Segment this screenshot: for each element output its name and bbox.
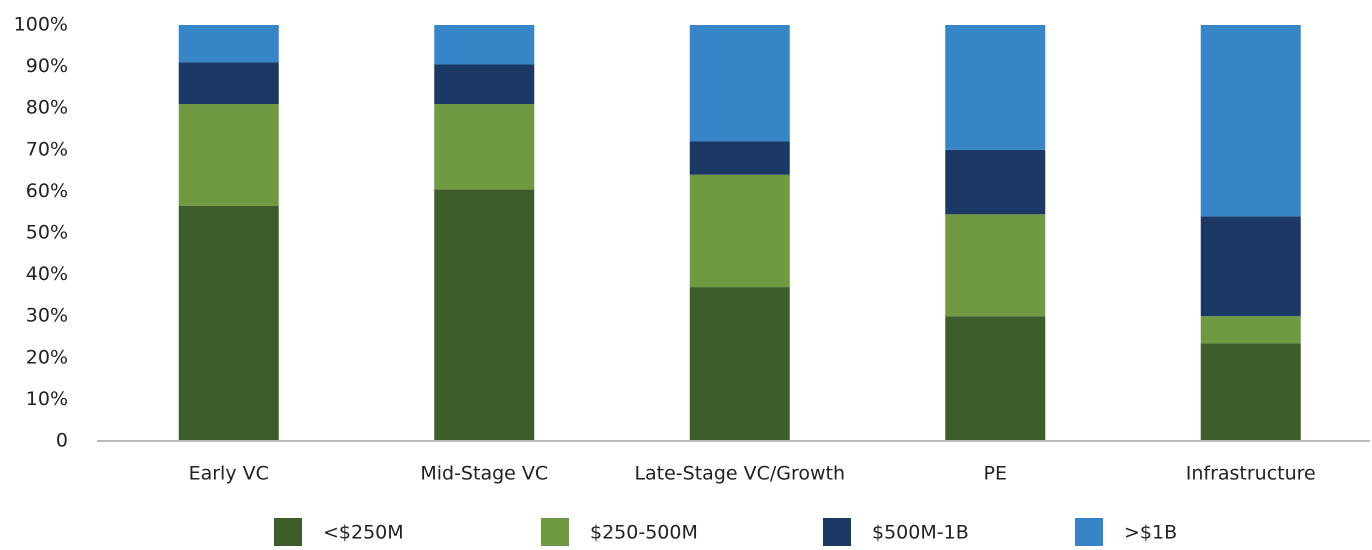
bar-segment	[178, 25, 279, 63]
bar-segment	[434, 189, 535, 441]
y-tick-label: 70%	[26, 138, 68, 160]
bar-segment	[1200, 25, 1301, 217]
x-tick-label: Mid-Stage VC	[420, 463, 548, 485]
bar-segment	[689, 287, 790, 441]
y-tick-label: 90%	[26, 55, 68, 77]
y-tick-label: 80%	[26, 97, 68, 119]
bar-segment	[178, 62, 279, 105]
bar-segment	[945, 149, 1046, 215]
legend-label: >$1B	[1124, 522, 1177, 544]
y-tick-label: 20%	[26, 346, 68, 368]
bar-segment	[434, 25, 535, 65]
x-tick-label: Early VC	[189, 463, 269, 485]
y-tick-label: 100%	[14, 14, 68, 36]
bar-segment	[1200, 216, 1301, 317]
bar-segment	[434, 104, 535, 190]
bar-segment	[1200, 316, 1301, 344]
legend-label: $250-500M	[590, 522, 698, 544]
y-tick-label: 50%	[26, 222, 68, 244]
bar-segment	[434, 64, 535, 105]
bar-segment	[689, 141, 790, 175]
bar-segment	[689, 25, 790, 142]
x-tick-label: Infrastructure	[1186, 463, 1316, 485]
y-tick-label: 10%	[26, 388, 68, 410]
bar-segment	[1200, 343, 1301, 441]
y-tick-label: 30%	[26, 305, 68, 327]
bar-segment	[945, 25, 1046, 150]
y-tick-label: 0	[56, 430, 68, 452]
bar-segment	[689, 174, 790, 288]
bar-segment	[945, 316, 1046, 441]
legend-label: <$250M	[323, 522, 404, 544]
bar-segment	[945, 214, 1046, 317]
x-tick-label: PE	[984, 463, 1007, 485]
bar-segment	[178, 205, 279, 441]
legend-label: $500M-1B	[872, 522, 969, 544]
legend-swatch	[274, 518, 302, 546]
x-tick-label: Late-Stage VC/Growth	[634, 463, 845, 485]
y-tick-label: 40%	[26, 263, 68, 285]
legend-swatch	[1075, 518, 1103, 546]
y-tick-label: 60%	[26, 180, 68, 202]
legend-swatch	[823, 518, 851, 546]
bar-segment	[178, 104, 279, 206]
legend-swatch	[541, 518, 569, 546]
